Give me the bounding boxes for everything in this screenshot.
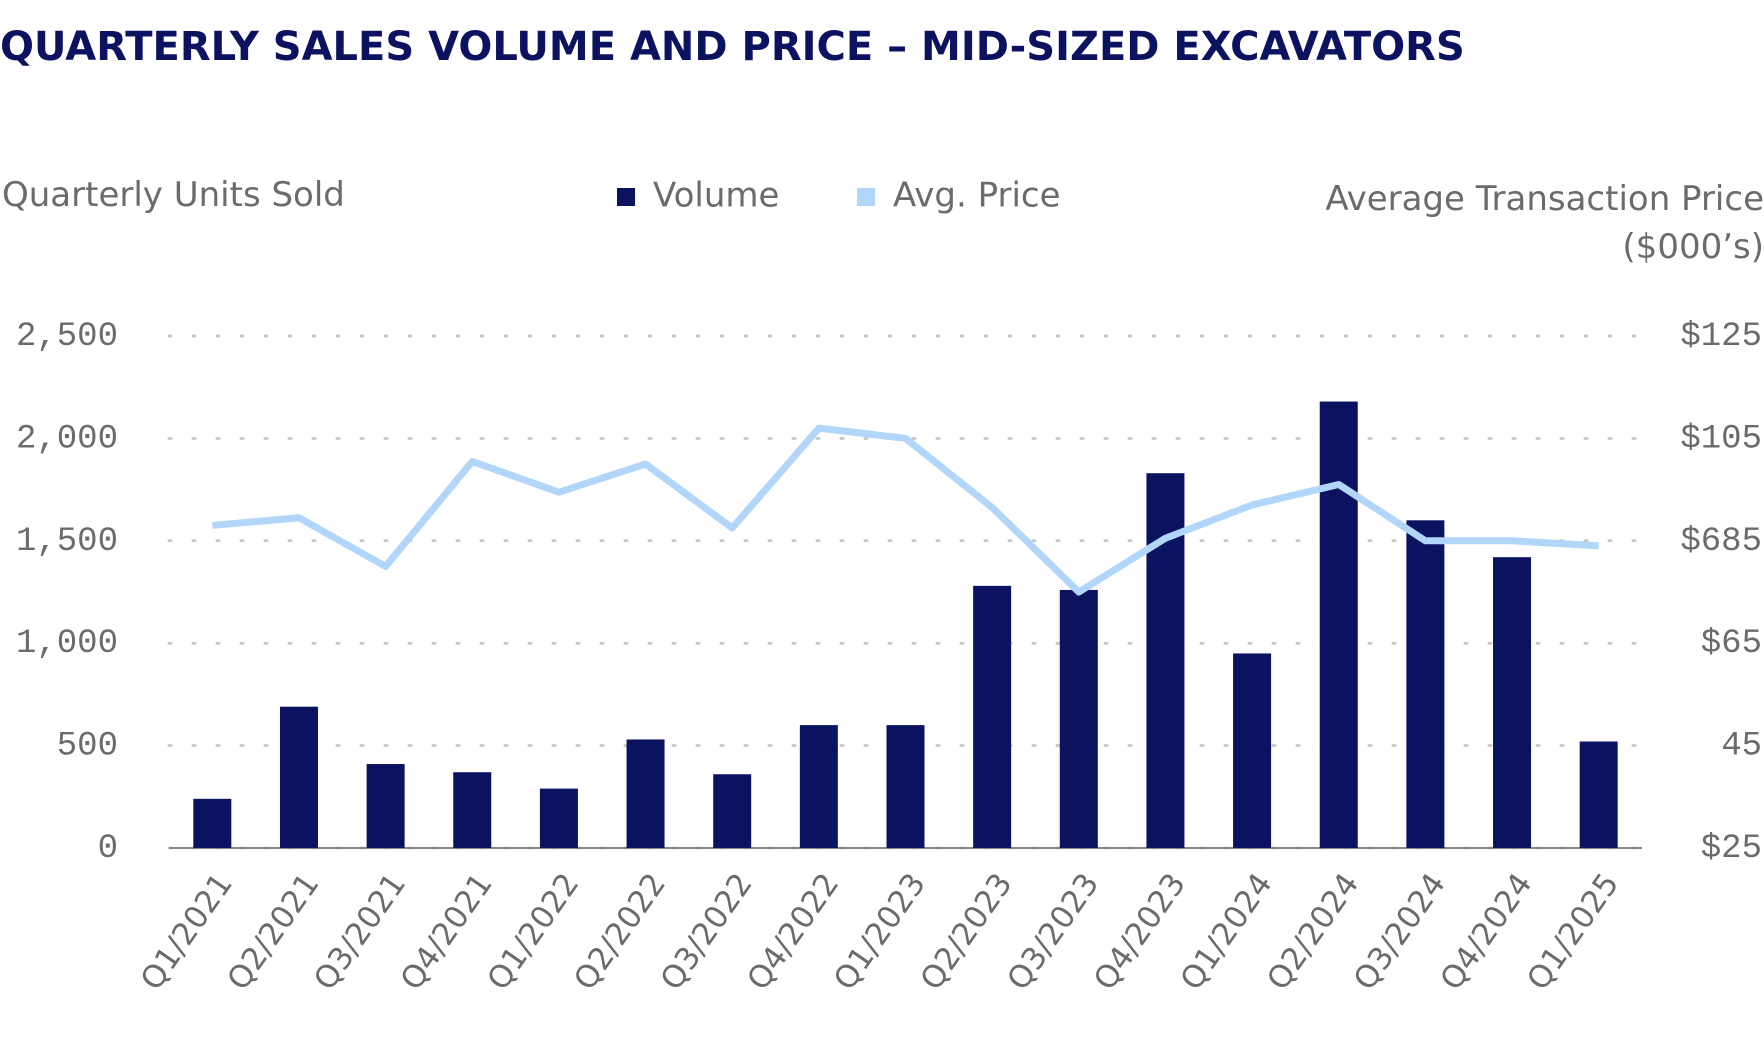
bar	[539, 788, 578, 848]
bar	[193, 798, 232, 848]
legend-label: Avg. Price	[893, 176, 1061, 216]
bar	[1059, 589, 1098, 848]
y-tick-label: 2,500	[16, 318, 118, 356]
bar	[1406, 520, 1445, 848]
bar	[886, 725, 925, 848]
bar	[1493, 557, 1532, 848]
y-tick-label: 2,000	[16, 420, 118, 458]
bar	[453, 772, 492, 848]
bar	[713, 774, 752, 848]
bar	[626, 739, 665, 848]
y-tick-label: 500	[57, 728, 118, 766]
legend-label: Volume	[653, 176, 779, 216]
y2-tick-label: $105	[1680, 420, 1762, 458]
bar	[1233, 653, 1272, 848]
y2-tick-label: $685	[1680, 523, 1762, 561]
y-tick-label: 1,500	[16, 523, 118, 561]
bar	[973, 585, 1012, 848]
bar	[1319, 401, 1358, 848]
price-line	[212, 424, 1599, 596]
bar	[279, 706, 318, 848]
legend-swatch	[857, 188, 875, 206]
y2-axis-label: Average Transaction Price ($000’s)	[1325, 179, 1764, 267]
bar	[366, 764, 405, 848]
y2-tick-label: $25	[1701, 830, 1762, 868]
bar	[799, 725, 838, 848]
bar	[1579, 741, 1618, 848]
legend-swatch	[617, 188, 635, 206]
chart-title: QUARTERLY SALES VOLUME AND PRICE – MID-S…	[0, 24, 1465, 70]
y2-tick-label: 45	[1721, 728, 1762, 766]
y-tick-label: 1,000	[16, 625, 118, 663]
y-axis-label: Quarterly Units Sold	[2, 175, 345, 215]
y2-tick-label: $65	[1701, 625, 1762, 663]
y-tick-label: 0	[98, 830, 118, 868]
y2-tick-label: $125	[1680, 318, 1762, 356]
